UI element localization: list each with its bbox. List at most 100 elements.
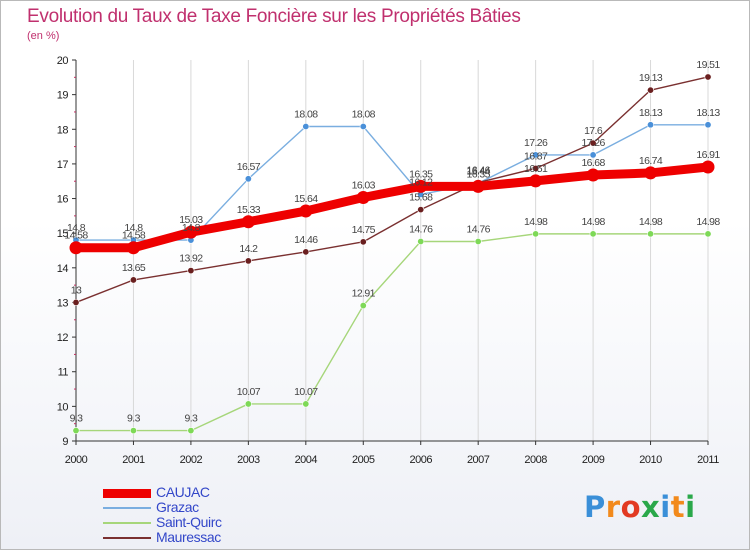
data-label-grazac: 17.26 [524, 137, 548, 149]
data-label-caujac: 15.64 [294, 193, 318, 205]
legend-item-caujac: CAUJAC [103, 484, 363, 500]
y-tick-label: 16 [57, 194, 69, 206]
x-tick-label: 2003 [237, 454, 260, 466]
data-label-saint-quirc: 10.07 [237, 386, 261, 398]
y-tick-label: 9 [62, 436, 68, 448]
logo-letter: i [660, 490, 671, 524]
data-label-mauressac: 16.46 [467, 165, 491, 177]
data-point-grazac [647, 121, 655, 129]
data-label-mauressac: 14.2 [239, 243, 258, 255]
data-label-caujac: 15.33 [237, 204, 261, 216]
data-point-grazac [589, 151, 597, 159]
logo-letter: o [620, 490, 642, 524]
data-label-caujac: 14.58 [122, 230, 146, 242]
legend-swatch-mauressac [103, 537, 151, 539]
data-label-mauressac: 13.92 [179, 253, 203, 265]
data-label-grazac: 18.13 [639, 107, 663, 119]
logo-text: Proxiti [584, 490, 696, 524]
x-tick-label: 2009 [582, 454, 605, 466]
data-label-caujac: 16.35 [467, 168, 491, 180]
data-point-caujac [299, 204, 313, 218]
x-tick-label: 2002 [180, 454, 203, 466]
data-point-mauressac [129, 276, 137, 284]
data-label-mauressac: 19.51 [696, 59, 720, 71]
data-point-caujac [529, 174, 543, 188]
data-label-grazac: 18.13 [696, 107, 720, 119]
data-label-saint-quirc: 14.98 [581, 216, 605, 228]
data-label-mauressac: 14.75 [352, 224, 376, 236]
y-tick-label: 14 [57, 263, 69, 275]
legend-item-grazac: Grazac [103, 499, 363, 515]
data-label-saint-quirc: 14.76 [409, 223, 433, 235]
legend-label-caujac: CAUJAC [156, 484, 210, 500]
data-point-saint-quirc [532, 230, 540, 238]
data-label-caujac: 15.03 [179, 214, 203, 226]
proxiti-logo: Proxiti [584, 490, 696, 524]
x-tick-label: 2007 [467, 454, 490, 466]
x-tick-label: 2004 [295, 454, 318, 466]
x-tick-label: 2001 [122, 454, 145, 466]
data-point-mauressac [244, 257, 252, 265]
x-tick-label: 2008 [524, 454, 547, 466]
data-point-saint-quirc [417, 237, 425, 245]
data-label-saint-quirc: 14.98 [639, 216, 663, 228]
data-point-mauressac [187, 267, 195, 275]
data-label-mauressac: 13.65 [122, 262, 146, 274]
data-point-grazac [532, 151, 540, 159]
data-point-saint-quirc [589, 230, 597, 238]
data-point-mauressac [302, 248, 310, 256]
logo-letter: x [641, 490, 661, 524]
series-line-caujac [71, 162, 713, 253]
y-tick-label: 19 [57, 90, 69, 102]
data-label-grazac: 14.8 [67, 222, 86, 234]
data-label-grazac: 16.12 [409, 176, 433, 188]
unit-label: (en %) [27, 30, 60, 42]
x-tick-label: 2005 [352, 454, 375, 466]
data-label-saint-quirc: 9.3 [70, 413, 84, 425]
data-point-saint-quirc [359, 302, 367, 310]
data-point-mauressac [589, 139, 597, 147]
data-point-saint-quirc [187, 427, 195, 435]
data-point-caujac [126, 241, 140, 255]
data-label-grazac: 17.26 [581, 137, 605, 149]
data-point-saint-quirc [474, 237, 482, 245]
legend-swatch-caujac [103, 489, 151, 498]
data-label-grazac: 16.44 [467, 165, 491, 177]
data-point-mauressac [72, 298, 80, 306]
data-label-mauressac: 16.87 [524, 150, 548, 162]
data-point-caujac [701, 160, 715, 174]
y-tick-label: 10 [57, 401, 69, 413]
data-point-grazac [302, 123, 310, 131]
data-point-grazac [704, 121, 712, 129]
data-label-grazac: 18.08 [294, 109, 318, 121]
y-tick-label: 13 [57, 297, 69, 309]
logo-letter: r [605, 490, 621, 524]
data-label-mauressac: 17.6 [584, 125, 603, 137]
data-point-mauressac [532, 164, 540, 172]
data-point-mauressac [417, 206, 425, 214]
legend-item-saint-quirc: Saint-Quirc [103, 514, 363, 530]
data-point-mauressac [704, 73, 712, 81]
y-tick-label: 17 [57, 159, 69, 171]
legend: CAUJAC Grazac Saint-Quirc Mauressac [103, 484, 363, 545]
data-label-saint-quirc: 10.07 [294, 386, 318, 398]
data-point-saint-quirc [72, 427, 80, 435]
data-label-mauressac: 14.46 [294, 234, 318, 246]
data-point-caujac [471, 179, 485, 193]
data-point-caujac [184, 225, 198, 239]
data-label-saint-quirc: 14.98 [696, 216, 720, 228]
legend-swatch-grazac [103, 507, 151, 509]
legend-label-grazac: Grazac [156, 499, 199, 515]
y-tick-label: 11 [58, 367, 69, 379]
legend-item-mauressac: Mauressac [103, 529, 363, 545]
data-label-grazac: 16.57 [237, 161, 261, 173]
data-label-saint-quirc: 9.3 [127, 413, 141, 425]
data-point-caujac [241, 215, 255, 229]
x-tick-label: 2011 [697, 454, 719, 466]
data-point-saint-quirc [244, 400, 252, 408]
data-point-caujac [356, 191, 370, 205]
series-line-mauressac [75, 76, 709, 304]
y-tick-label: 15 [57, 228, 69, 240]
data-label-saint-quirc: 14.98 [524, 216, 548, 228]
